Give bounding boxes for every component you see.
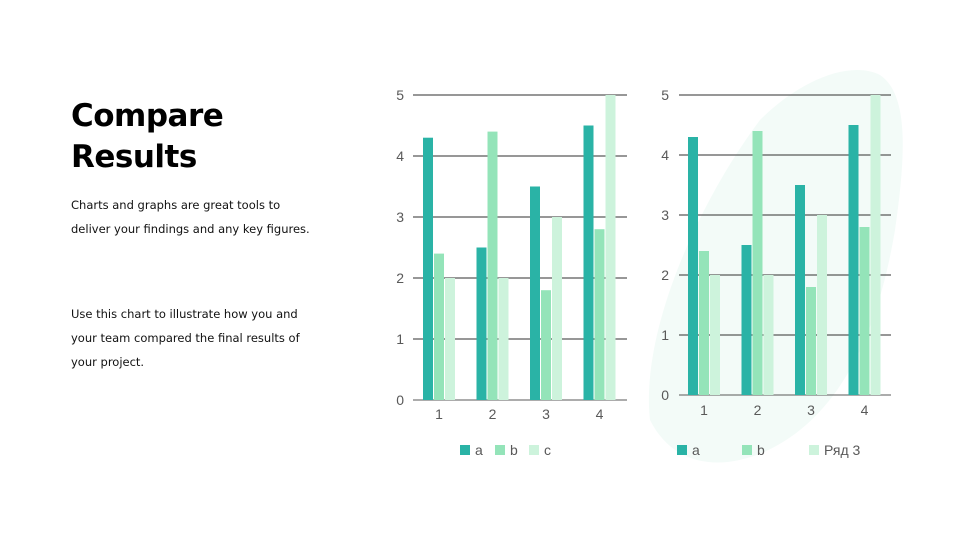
chart-1-bar [583, 125, 594, 400]
chart-1-legend-label: b [510, 442, 518, 458]
chart-1-bar [434, 253, 444, 400]
chart-2-bar [741, 245, 752, 395]
chart-1-bar [498, 278, 509, 400]
chart-2-bar [710, 275, 720, 395]
chart-2-legend-label: a [692, 442, 700, 458]
chart-2-y-tick-label: 4 [661, 147, 669, 163]
chart-2-legend-swatch [809, 445, 819, 455]
chart-2-legend-swatch [742, 445, 752, 455]
chart-2-bar [752, 131, 763, 395]
chart-2-legend-label: Ряд 3 [824, 442, 861, 458]
chart-2-y-tick-label: 5 [661, 87, 669, 103]
chart-1-bar [423, 137, 433, 400]
chart-2-bar [817, 215, 827, 395]
chart-1-bar [552, 217, 562, 400]
chart-1-x-tick-label: 4 [596, 406, 604, 422]
description-paragraph-2: Use this chart to illustrate how you and… [71, 307, 300, 369]
page-title: Compare Results [71, 98, 224, 175]
chart-2-bar [859, 227, 870, 395]
chart-1-bar [530, 186, 540, 400]
chart-1-y-tick-label: 1 [396, 331, 404, 347]
chart-2-bar [763, 275, 774, 395]
chart-2-bar [795, 185, 805, 395]
chart-2-y-tick-label: 2 [661, 267, 669, 283]
chart-2-bar [699, 251, 709, 395]
chart-2-bar [806, 287, 816, 395]
chart-1-bar [487, 131, 498, 400]
chart-1-y-tick-label: 2 [396, 270, 404, 286]
chart-1-y-tick-label: 4 [396, 148, 404, 164]
chart-1-y-tick-label: 3 [396, 209, 404, 225]
chart-1-legend-swatch [460, 445, 470, 455]
chart-1-x-tick-label: 2 [489, 406, 497, 422]
chart-2-legend-label: b [757, 442, 765, 458]
chart-1-bar [445, 278, 455, 400]
chart-1-legend-swatch [495, 445, 505, 455]
chart-1-legend-label: c [544, 442, 551, 458]
chart-1-y-tick-label: 5 [396, 87, 404, 103]
chart-2-x-tick-label: 1 [700, 402, 708, 418]
chart-2-bar [870, 95, 881, 395]
chart-1-legend-swatch [529, 445, 539, 455]
chart-2-legend-swatch [677, 445, 687, 455]
chart-1-bar [605, 95, 616, 400]
chart-2-x-tick-label: 3 [807, 402, 815, 418]
chart-1-x-tick-label: 3 [542, 406, 550, 422]
chart-1-bar [541, 290, 551, 400]
chart-2-y-tick-label: 3 [661, 207, 669, 223]
chart-2-x-tick-label: 4 [861, 402, 869, 418]
chart-1-y-tick-label: 0 [396, 392, 404, 408]
chart-2-y-tick-label: 1 [661, 327, 669, 343]
chart-2-x-tick-label: 2 [754, 402, 762, 418]
chart-1-bar [476, 247, 487, 400]
chart-1-bar [594, 229, 605, 400]
chart-1-legend-label: a [475, 442, 483, 458]
chart-1-x-tick-label: 1 [435, 406, 443, 422]
chart-2-bar [688, 137, 698, 395]
chart-2-bar [848, 125, 859, 395]
description-paragraph-1: Charts and graphs are great tools to del… [71, 198, 310, 236]
chart-2-y-tick-label: 0 [661, 387, 669, 403]
